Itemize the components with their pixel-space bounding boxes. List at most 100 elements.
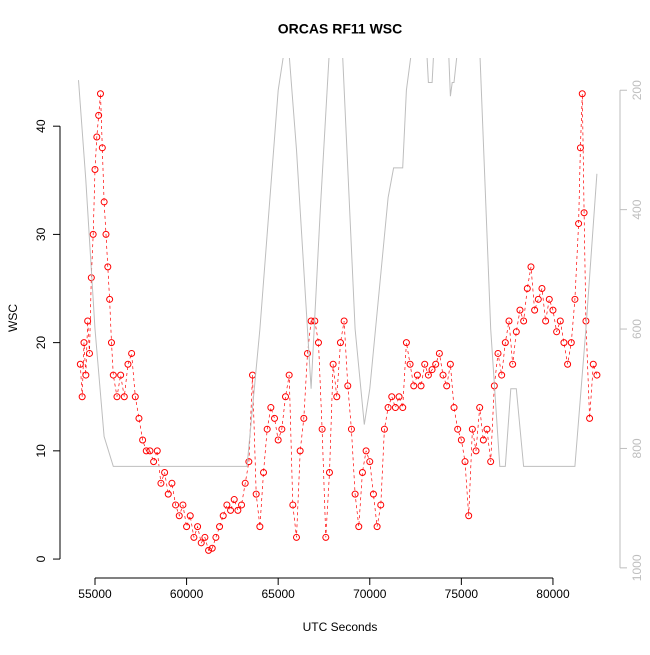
data-point <box>104 263 112 271</box>
plot-area <box>76 58 601 554</box>
data-point <box>384 404 392 412</box>
data-point <box>505 317 513 325</box>
data-point <box>223 501 231 509</box>
data-point <box>205 546 213 554</box>
data-point <box>252 490 260 498</box>
data-point <box>91 165 99 173</box>
data-point <box>186 512 194 520</box>
data-point <box>208 544 216 552</box>
data-point <box>238 501 246 509</box>
data-point <box>106 295 114 303</box>
data-point <box>373 523 381 531</box>
y-tick-label: 20 <box>34 336 48 350</box>
data-point <box>153 447 161 455</box>
data-point <box>227 506 235 514</box>
data-point <box>131 393 139 401</box>
data-point <box>424 371 432 379</box>
data-point <box>289 501 297 509</box>
x-tick-label: 70000 <box>353 587 387 601</box>
data-point <box>95 111 103 119</box>
data-point <box>586 414 594 422</box>
data-point <box>322 533 330 541</box>
data-point <box>571 295 579 303</box>
data-point <box>241 479 249 487</box>
data-point <box>219 512 227 520</box>
data-point <box>520 317 528 325</box>
data-point <box>538 285 546 293</box>
y-axis-label: WSC <box>6 304 20 332</box>
x-tick-label: 80000 <box>536 587 570 601</box>
data-point <box>300 414 308 422</box>
data-point <box>296 447 304 455</box>
data-point <box>271 414 279 422</box>
data-point <box>139 436 147 444</box>
data-point <box>564 360 572 368</box>
data-point <box>267 404 275 412</box>
chart-title: ORCAS RF11 WSC <box>278 21 402 37</box>
data-point <box>260 468 268 476</box>
data-point <box>366 458 374 466</box>
data-point <box>109 371 117 379</box>
data-point <box>534 295 542 303</box>
data-point <box>76 360 84 368</box>
data-point <box>340 317 348 325</box>
data-point <box>347 425 355 433</box>
y2-tick-label: 600 <box>630 319 644 339</box>
data-point <box>531 306 539 314</box>
data-point <box>292 533 300 541</box>
data-point <box>413 371 421 379</box>
data-point <box>278 425 286 433</box>
data-point <box>325 468 333 476</box>
data-point <box>410 382 418 390</box>
data-point <box>402 339 410 347</box>
data-point <box>157 479 165 487</box>
data-point <box>527 263 535 271</box>
y2-tick-label: 800 <box>630 438 644 458</box>
data-point <box>549 306 557 314</box>
data-point <box>230 496 238 504</box>
data-point <box>146 447 154 455</box>
data-point <box>336 339 344 347</box>
data-point <box>589 360 597 368</box>
data-point <box>175 512 183 520</box>
data-point <box>128 349 136 357</box>
data-point <box>362 447 370 455</box>
data-point <box>593 371 601 379</box>
y2-tick-label: 400 <box>630 199 644 219</box>
data-point <box>439 371 447 379</box>
data-point <box>274 436 282 444</box>
data-point <box>542 317 550 325</box>
data-point <box>355 523 363 531</box>
data-point <box>556 317 564 325</box>
data-point <box>201 533 209 541</box>
data-point <box>333 393 341 401</box>
data-point <box>395 393 403 401</box>
data-point <box>282 393 290 401</box>
data-point <box>443 382 451 390</box>
data-point <box>344 382 352 390</box>
data-point <box>428 366 436 374</box>
y2-tick-label: 1000 <box>630 554 644 581</box>
data-point <box>183 523 191 531</box>
data-point <box>113 393 121 401</box>
data-point <box>82 371 90 379</box>
data-point <box>576 144 584 152</box>
data-point <box>285 371 293 379</box>
data-point <box>369 490 377 498</box>
data-point <box>457 436 465 444</box>
data-point <box>168 479 176 487</box>
data-point <box>172 501 180 509</box>
data-point <box>377 501 385 509</box>
data-point <box>303 349 311 357</box>
data-point <box>388 393 396 401</box>
data-point <box>560 339 568 347</box>
x-tick-label: 60000 <box>170 587 204 601</box>
data-point <box>421 360 429 368</box>
data-point <box>102 230 110 238</box>
data-point <box>117 371 125 379</box>
data-point <box>516 306 524 314</box>
data-point <box>256 523 264 531</box>
data-point <box>435 349 443 357</box>
data-point <box>406 360 414 368</box>
